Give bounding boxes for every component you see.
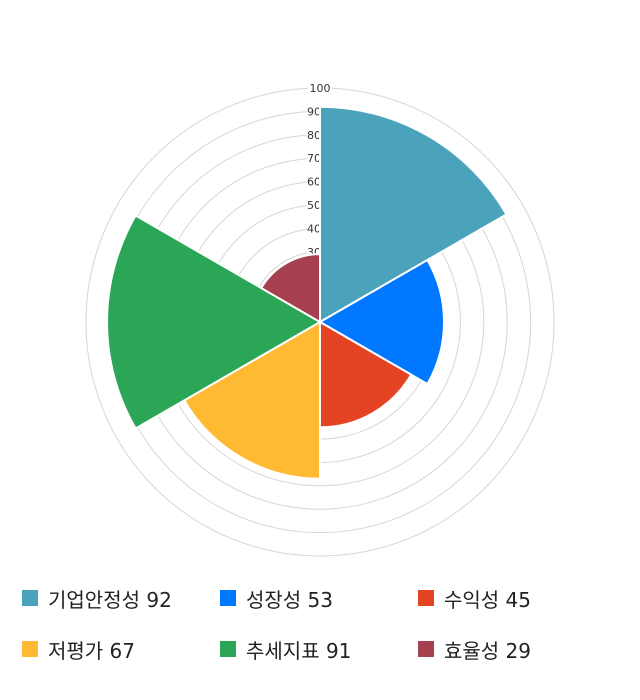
legend-swatch [22,641,38,657]
tick-label: 60 [307,176,321,189]
legend-swatch [220,641,236,657]
legend-label: 수익성 45 [444,587,532,612]
legend-swatch [220,590,236,606]
legend-label: 저평가 67 [48,638,136,663]
legend-item[interactable]: 수익성 45 [418,580,531,616]
tick-label: 70 [307,152,321,165]
sector-4[interactable] [182,320,321,480]
legend-swatch [22,590,38,606]
sector-1[interactable] [319,105,508,324]
sector-5[interactable] [106,214,322,430]
legend-label: 기업안정성 92 [48,587,172,612]
legend-label: 효율성 29 [444,638,532,663]
tick-label: 40 [307,222,321,235]
sector-2[interactable] [318,258,446,386]
legend-label: 추세지표 91 [246,638,352,663]
legend-item[interactable]: 저평가 67 [22,631,135,667]
tick-label: 50 [307,199,321,212]
legend-swatch [418,641,434,657]
sector-6[interactable] [259,253,321,324]
legend-item[interactable]: 추세지표 91 [220,631,351,667]
legend-swatch [418,590,434,606]
legend-item[interactable]: 기업안정성 92 [22,580,172,616]
legend-item[interactable]: 효율성 29 [418,631,531,667]
legend-item[interactable]: 성장성 53 [220,580,333,616]
tick-label: 90 [307,105,321,118]
sector-3[interactable] [319,320,413,429]
legend-label: 성장성 53 [246,587,334,612]
tick-label: 100 [310,82,331,95]
tick-label: 80 [307,129,321,142]
